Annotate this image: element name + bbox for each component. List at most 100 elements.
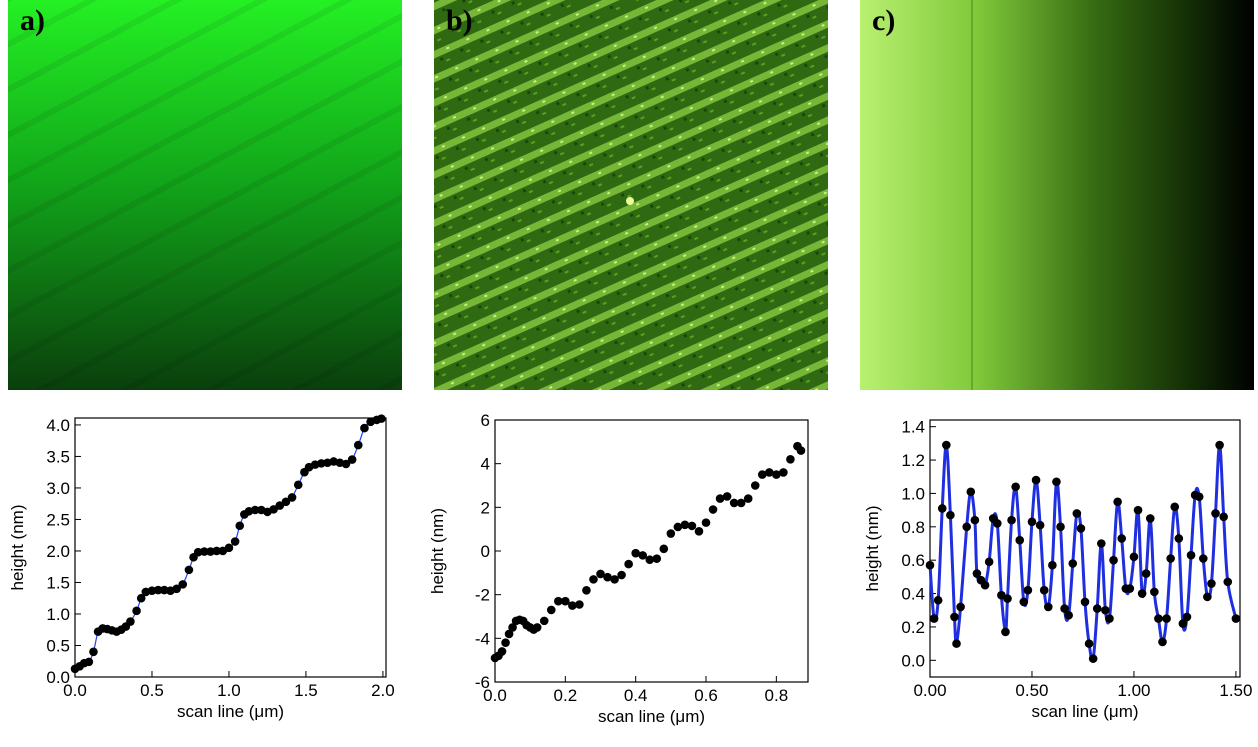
data-point <box>561 596 570 606</box>
y-tick-label: 1.4 <box>901 418 925 437</box>
data-point <box>353 440 363 450</box>
y-tick-label: 0.4 <box>901 585 925 604</box>
data-point <box>497 647 507 656</box>
data-point <box>757 470 767 479</box>
data-point <box>1145 514 1155 523</box>
data-point <box>946 510 955 520</box>
data-point <box>786 455 795 464</box>
data-point <box>631 548 640 558</box>
data-point <box>1048 560 1057 570</box>
data-point <box>962 522 972 532</box>
data-point <box>1223 577 1233 587</box>
data-point <box>1125 584 1135 593</box>
y-tick-label: 6 <box>481 411 490 430</box>
data-point <box>624 559 633 569</box>
afm-image-c <box>860 0 1254 390</box>
data-point <box>1129 552 1139 562</box>
data-point <box>993 519 1002 528</box>
data-point <box>603 572 612 582</box>
x-axis-label: scan line (μm) <box>1031 702 1138 721</box>
data-point <box>554 596 563 606</box>
x-tick-label: 0.0 <box>483 686 507 705</box>
data-point <box>701 518 711 527</box>
y-tick-label: 3.0 <box>46 479 70 498</box>
y-tick-label: 1.2 <box>901 451 925 470</box>
data-point <box>1186 550 1196 560</box>
data-point <box>184 565 194 575</box>
y-tick-label: 4 <box>481 455 490 474</box>
data-point <box>281 497 291 507</box>
data-point <box>1105 614 1114 623</box>
data-point <box>1231 614 1241 623</box>
data-point <box>1027 517 1037 527</box>
data-point <box>172 584 181 594</box>
y-tick-label: 1.0 <box>46 605 70 624</box>
data-point <box>1170 502 1180 512</box>
data-point <box>360 423 369 433</box>
data-point <box>1035 520 1045 530</box>
data-point <box>250 505 260 515</box>
data-point <box>666 529 676 538</box>
data-point <box>736 498 746 508</box>
data-point <box>1133 505 1143 515</box>
data-point <box>1060 604 1069 613</box>
data-point <box>568 601 577 610</box>
data-point <box>275 501 285 510</box>
data-point <box>933 595 943 605</box>
x-tick-label: 1.50 <box>1219 681 1252 700</box>
y-axis-label: height (nm) <box>8 505 27 591</box>
data-point <box>501 638 510 647</box>
x-tick-label: 0.00 <box>913 681 946 700</box>
data-point <box>347 455 357 464</box>
data-point <box>1203 592 1212 602</box>
x-axis-label: scan line (μm) <box>598 707 705 726</box>
y-tick-label: 3.5 <box>46 447 70 466</box>
x-tick-label: 0.2 <box>554 686 578 705</box>
data-point <box>132 606 141 616</box>
data-point <box>1166 554 1175 563</box>
y-tick-label: 2 <box>481 498 490 517</box>
data-point <box>1158 637 1167 647</box>
data-point <box>952 639 961 648</box>
y-tick-label: -4 <box>475 629 490 648</box>
data-point <box>546 605 556 615</box>
data-point <box>796 446 806 455</box>
data-point <box>1015 535 1025 545</box>
data-point <box>341 459 351 469</box>
data-point <box>1154 614 1163 623</box>
data-point <box>1080 597 1090 607</box>
y-tick-label: 0.0 <box>901 651 925 670</box>
data-point <box>652 554 662 563</box>
x-tick-label: 1.5 <box>294 681 318 700</box>
data-point <box>743 494 753 503</box>
y-tick-label: 0.6 <box>901 551 925 570</box>
plot-frame <box>494 419 809 683</box>
data-point <box>84 657 94 667</box>
y-tick-label: -2 <box>475 586 490 605</box>
y-tick-label: 2.5 <box>46 510 70 529</box>
y-tick-label: 2.0 <box>46 542 70 561</box>
data-point <box>1198 554 1208 563</box>
data-point <box>508 623 517 632</box>
x-tick-label: 0.4 <box>624 686 648 705</box>
data-point <box>610 575 619 584</box>
x-tick-label: 1.00 <box>1117 681 1150 700</box>
data-point <box>1031 475 1041 485</box>
data-point <box>750 481 760 490</box>
data-point <box>1182 612 1192 622</box>
afm-image-a <box>8 0 402 390</box>
data-point <box>659 544 669 554</box>
data-point <box>1043 602 1053 612</box>
data-point <box>638 551 648 560</box>
data-point <box>293 480 303 490</box>
data-point <box>680 520 690 530</box>
afm-image-b <box>434 0 828 390</box>
y-axis-label: height (nm) <box>428 508 447 594</box>
data-point <box>200 547 209 556</box>
panel-label: a) <box>20 4 45 37</box>
y-tick-label: 4.0 <box>46 416 70 435</box>
data-point <box>224 543 234 553</box>
data-point <box>1215 440 1224 450</box>
data-point <box>966 487 976 497</box>
x-tick-label: 0.50 <box>1015 681 1048 700</box>
